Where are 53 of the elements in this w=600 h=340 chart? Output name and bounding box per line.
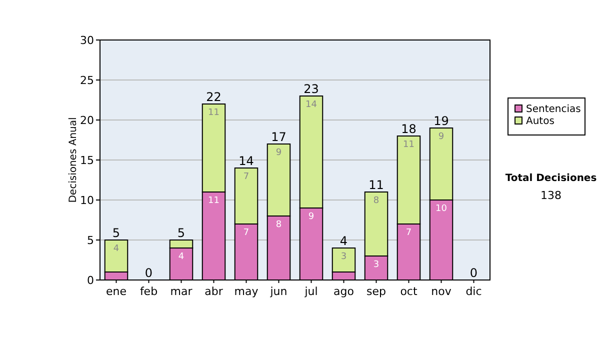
y-tick-label: 15 [80,154,94,167]
legend-label: Autos [526,116,554,127]
text: 138 [540,189,562,202]
x-tick-label: ene [106,285,127,298]
y-tick-label: 25 [80,74,94,87]
x-tick-label: nov [431,285,452,298]
data-label: 8 [276,220,282,230]
data-label: 4 [113,244,120,254]
y-tick-label: 30 [80,34,94,47]
x-tick-label: jun [269,285,288,298]
data-label: 9 [308,212,314,222]
total-label: 5 [177,226,186,240]
y-axis-title: Decisiones Anual [68,117,79,203]
total-label: 19 [434,114,449,128]
data-label: 10 [436,204,448,214]
data-label: 11 [208,196,220,206]
text: Total Decisiones [505,173,597,184]
total-label: 0 [470,266,478,280]
total-label: 0 [144,266,153,280]
total-label: 11 [368,178,384,192]
data-label: 8 [373,196,380,206]
total-label: 17 [271,130,286,144]
total-label: 4 [340,234,348,248]
x-tick-label: sep [366,285,386,298]
x-tick-label: oct [400,285,418,298]
data-label: 11 [208,108,220,118]
total-label: 5 [112,226,120,240]
data-label: 14 [306,100,318,110]
x-tick-label: jul [304,285,318,298]
x-tick-label: feb [140,285,158,298]
y-tick-label: 0 [87,274,94,287]
x-tick-label: abr [204,285,224,298]
y-tick-label: 20 [80,114,94,127]
legend-label: Sentencias [526,104,581,115]
y-tick-label: 10 [80,194,94,207]
x-tick-label: may [234,285,259,298]
data-label: 11 [403,140,414,150]
x-tick-label: ago [334,285,354,298]
data-label: 9 [276,148,282,158]
data-label: 7 [243,172,250,182]
data-label: 7 [406,228,412,238]
data-label: 3 [340,252,347,262]
total-label: 18 [401,122,416,136]
total-label: 14 [238,154,254,168]
total-label: 23 [304,82,319,96]
data-label: 9 [438,132,444,142]
data-label: 3 [373,260,380,270]
total-label: 22 [206,90,222,104]
data-label: 7 [243,228,250,238]
y-tick-label: 5 [87,234,94,247]
data-label: 4 [178,252,184,262]
x-tick-label: dic [466,285,482,298]
x-tick-label: mar [170,285,193,298]
